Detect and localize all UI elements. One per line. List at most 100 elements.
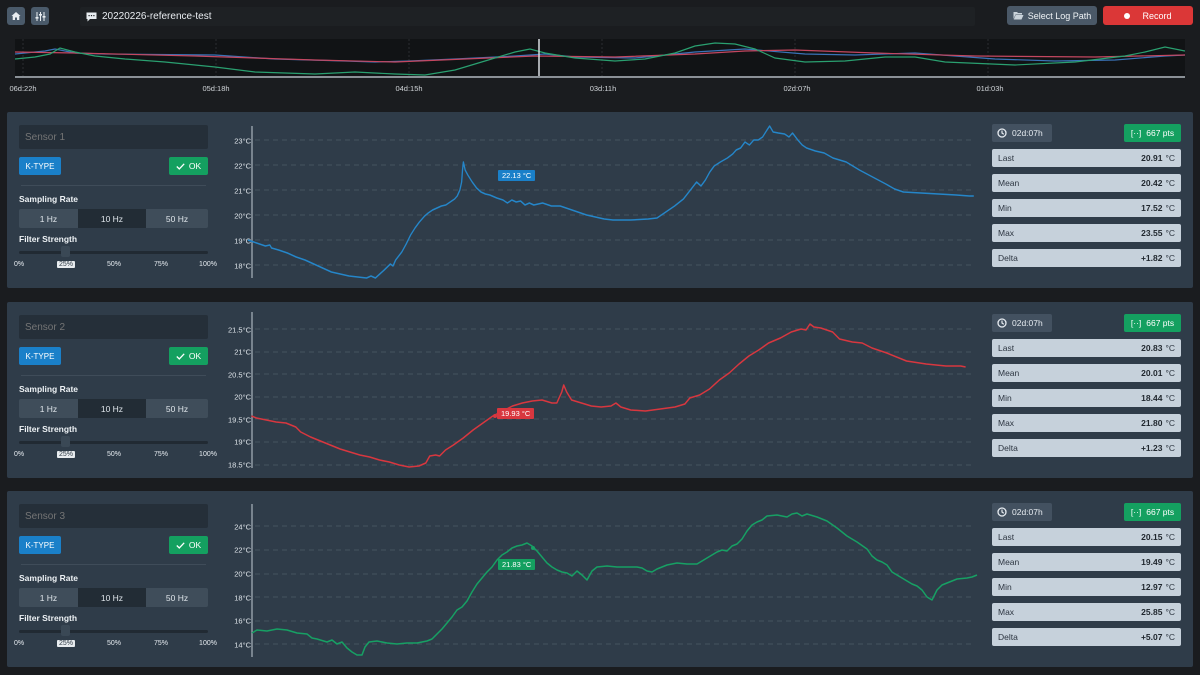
temperature-chart[interactable]: 21.5°C 21°C 20.5°C 20°C 19.5°C 19°C 18.5…: [217, 310, 982, 470]
stat-row-delta: Delta +1.23 °C: [992, 439, 1181, 457]
y-tick-label: 19°C: [234, 236, 251, 246]
sensor-name-input[interactable]: [19, 504, 208, 528]
rate-option-10hz[interactable]: 10 Hz: [77, 399, 147, 418]
stat-unit: °C: [1165, 557, 1175, 567]
timeline-label: 04d:15h: [395, 84, 423, 93]
stat-row-last: Last 20.15 °C: [992, 528, 1181, 546]
sampling-rate-selector: 1 Hz 10 Hz 50 Hz: [19, 588, 208, 607]
slider-tick: 0%: [13, 640, 25, 647]
stat-unit: °C: [1165, 368, 1175, 378]
timeline-label: 03d:11h: [589, 84, 617, 93]
duration-value: 02d:07h: [1012, 318, 1043, 328]
series-line: [251, 323, 966, 468]
thermocouple-type-badge[interactable]: K-TYPE: [19, 347, 61, 365]
overview-series-sensor-3: [15, 42, 1185, 76]
stat-label: Delta: [998, 632, 1018, 642]
slider-tick-current: 25%: [56, 261, 76, 268]
check-icon: [176, 162, 185, 170]
settings-button[interactable]: [31, 7, 49, 25]
rate-option-10hz[interactable]: 10 Hz: [77, 588, 147, 607]
stat-row-last: Last 20.91 °C: [992, 149, 1181, 167]
sensor-name-input[interactable]: [19, 315, 208, 339]
stat-label: Mean: [998, 178, 1020, 188]
slider-tick: 75%: [153, 261, 169, 268]
sampling-rate-label: Sampling Rate: [19, 384, 79, 394]
status-ok-badge[interactable]: OK: [169, 536, 208, 554]
comment-icon: [86, 11, 98, 23]
stat-label: Min: [998, 393, 1012, 403]
stat-label: Min: [998, 582, 1012, 592]
stat-value: 20.91: [1141, 153, 1163, 163]
stat-row-delta: Delta +1.82 °C: [992, 249, 1181, 267]
slider-tick: 50%: [106, 261, 122, 268]
value-tooltip: 21.83 °C: [498, 559, 536, 570]
stat-value: +5.07: [1140, 632, 1163, 642]
home-icon: [11, 12, 21, 20]
session-title: 20220226-reference-test: [102, 11, 212, 22]
status-ok-badge[interactable]: OK: [169, 347, 208, 365]
points-count-badge: [··] 667 pts: [1124, 503, 1181, 521]
select-log-path-button[interactable]: Select Log Path: [1007, 6, 1097, 25]
y-tick-label: 18°C: [234, 261, 251, 271]
y-tick-label: 20°C: [234, 569, 251, 579]
record-button[interactable]: Record: [1103, 6, 1193, 25]
points-value: 667 pts: [1146, 318, 1175, 328]
thermocouple-type-badge[interactable]: K-TYPE: [19, 536, 61, 554]
thermocouple-type-badge[interactable]: K-TYPE: [19, 157, 61, 175]
temperature-chart[interactable]: 24°C 22°C 20°C 18°C 16°C 14°C 21.83 °C: [217, 499, 982, 659]
status-label: OK: [188, 540, 202, 550]
stat-unit: °C: [1165, 582, 1175, 592]
rate-option-1hz[interactable]: 1 Hz: [19, 209, 78, 228]
stat-value: 19.49: [1141, 557, 1163, 567]
clock-icon: [997, 318, 1007, 328]
sensor-name-input[interactable]: [19, 125, 208, 149]
stat-value: 18.44: [1141, 393, 1163, 403]
slider-tick: 100%: [199, 640, 217, 647]
home-button[interactable]: [7, 7, 25, 25]
filter-strength-slider[interactable]: [19, 630, 208, 633]
status-ok-badge[interactable]: OK: [169, 157, 208, 175]
stat-value: 20.83: [1141, 343, 1163, 353]
stat-unit: °C: [1165, 632, 1175, 642]
filter-slider-handle[interactable]: [61, 246, 70, 257]
value-tooltip: 22.13 °C: [498, 170, 536, 181]
y-tick-label: 24°C: [234, 522, 251, 532]
y-tick-label: 22°C: [234, 545, 251, 555]
stat-value: 20.15: [1141, 532, 1163, 542]
timeline-label: 02d:07h: [783, 84, 811, 93]
temperature-chart[interactable]: 23°C 22°C 21°C 20°C 19°C 18°C 22.13 °C: [217, 120, 982, 280]
timeline-overview[interactable]: [15, 39, 1185, 77]
stat-value: 12.97: [1141, 582, 1163, 592]
duration-badge: 02d:07h: [992, 503, 1052, 521]
filter-slider-handle[interactable]: [61, 436, 70, 447]
rate-option-10hz[interactable]: 10 Hz: [77, 209, 147, 228]
y-tick-label: 20.5°C: [227, 370, 251, 380]
slider-tick-current: 25%: [56, 451, 76, 458]
filter-strength-slider[interactable]: [19, 251, 208, 254]
stat-label: Max: [998, 607, 1015, 617]
rate-option-1hz[interactable]: 1 Hz: [19, 399, 78, 418]
stat-label: Mean: [998, 368, 1020, 378]
folder-open-icon: [1013, 12, 1024, 20]
points-count-badge: [··] 667 pts: [1124, 124, 1181, 142]
duration-value: 02d:07h: [1012, 128, 1043, 138]
sampling-rate-selector: 1 Hz 10 Hz 50 Hz: [19, 209, 208, 228]
y-tick-label: 23°C: [234, 136, 251, 146]
filter-slider-handle[interactable]: [61, 625, 70, 636]
stat-unit: °C: [1165, 343, 1175, 353]
rate-option-50hz[interactable]: 50 Hz: [146, 588, 208, 607]
session-title-bar[interactable]: 20220226-reference-test: [80, 7, 975, 26]
rate-option-50hz[interactable]: 50 Hz: [146, 209, 208, 228]
stat-row-delta: Delta +5.07 °C: [992, 628, 1181, 646]
rate-option-1hz[interactable]: 1 Hz: [19, 588, 78, 607]
clock-icon: [997, 507, 1007, 517]
filter-strength-slider[interactable]: [19, 441, 208, 444]
sampling-rate-label: Sampling Rate: [19, 194, 79, 204]
stat-unit: °C: [1165, 418, 1175, 428]
check-icon: [176, 541, 185, 549]
stat-unit: °C: [1165, 443, 1175, 453]
filter-strength-label: Filter Strength: [19, 613, 78, 623]
stat-value: 25.85: [1141, 607, 1163, 617]
rate-option-50hz[interactable]: 50 Hz: [146, 399, 208, 418]
timeline-label: 06d:22h: [9, 84, 37, 93]
